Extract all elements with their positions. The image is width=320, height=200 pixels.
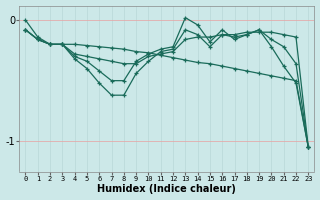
- X-axis label: Humidex (Indice chaleur): Humidex (Indice chaleur): [98, 184, 236, 194]
